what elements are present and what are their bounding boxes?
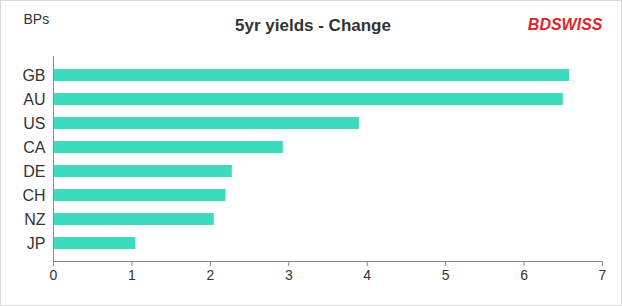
svg-text:3: 3 (285, 267, 293, 283)
svg-text:5yr yields - Change: 5yr yields - Change (235, 16, 391, 35)
svg-text:CH: CH (22, 187, 45, 204)
svg-text:DE: DE (23, 163, 45, 180)
svg-text:7: 7 (599, 267, 607, 283)
svg-text:BPs: BPs (24, 11, 50, 27)
svg-text:CA: CA (23, 139, 46, 156)
svg-text:5: 5 (442, 267, 450, 283)
svg-text:GB: GB (22, 67, 45, 84)
svg-text:6: 6 (520, 267, 528, 283)
svg-text:0: 0 (50, 267, 58, 283)
svg-text:2: 2 (206, 267, 214, 283)
svg-text:4: 4 (363, 267, 371, 283)
svg-text:US: US (23, 115, 45, 132)
svg-text:JP: JP (27, 235, 46, 252)
svg-text:NZ: NZ (24, 211, 46, 228)
svg-text:AU: AU (23, 91, 45, 108)
svg-text:1: 1 (128, 267, 136, 283)
svg-text:BDSWISS: BDSWISS (528, 16, 603, 33)
